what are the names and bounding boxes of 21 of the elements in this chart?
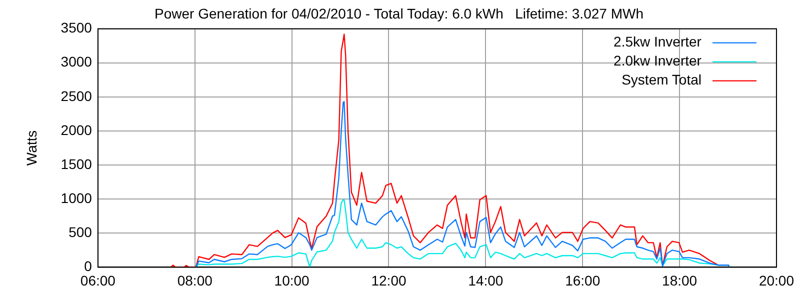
x-tick-label: 12:00 bbox=[371, 272, 406, 288]
legend-label: 2.0kw Inverter bbox=[614, 52, 702, 69]
y-tick-label: 2500 bbox=[60, 88, 92, 104]
y-tick-label: 2000 bbox=[60, 122, 92, 138]
y-axis-title: Watts bbox=[23, 130, 40, 166]
x-tick-label: 14:00 bbox=[468, 272, 504, 288]
y-tick-label: 3000 bbox=[60, 54, 92, 70]
y-tick-label: 0 bbox=[84, 258, 92, 274]
x-tick-label: 20:00 bbox=[758, 272, 794, 288]
x-tick-label: 10:00 bbox=[274, 272, 310, 288]
x-tick-label: 18:00 bbox=[662, 272, 698, 288]
x-tick-label: 16:00 bbox=[565, 272, 600, 288]
legend-label: System Total bbox=[622, 72, 702, 88]
legend-label: 2.5kw Inverter bbox=[614, 34, 702, 50]
y-tick-label: 1500 bbox=[60, 156, 92, 172]
y-tick-label: 3500 bbox=[60, 20, 92, 36]
x-tick-label: 06:00 bbox=[80, 272, 116, 288]
x-tick-label: 08:00 bbox=[177, 272, 213, 288]
chart-title: Power Generation for 04/02/2010 - Total Today: 6.0 kWh Lifetime: 3.027 MWh bbox=[154, 5, 644, 22]
y-tick-label: 500 bbox=[68, 224, 92, 240]
y-tick-label: 1000 bbox=[60, 190, 92, 206]
